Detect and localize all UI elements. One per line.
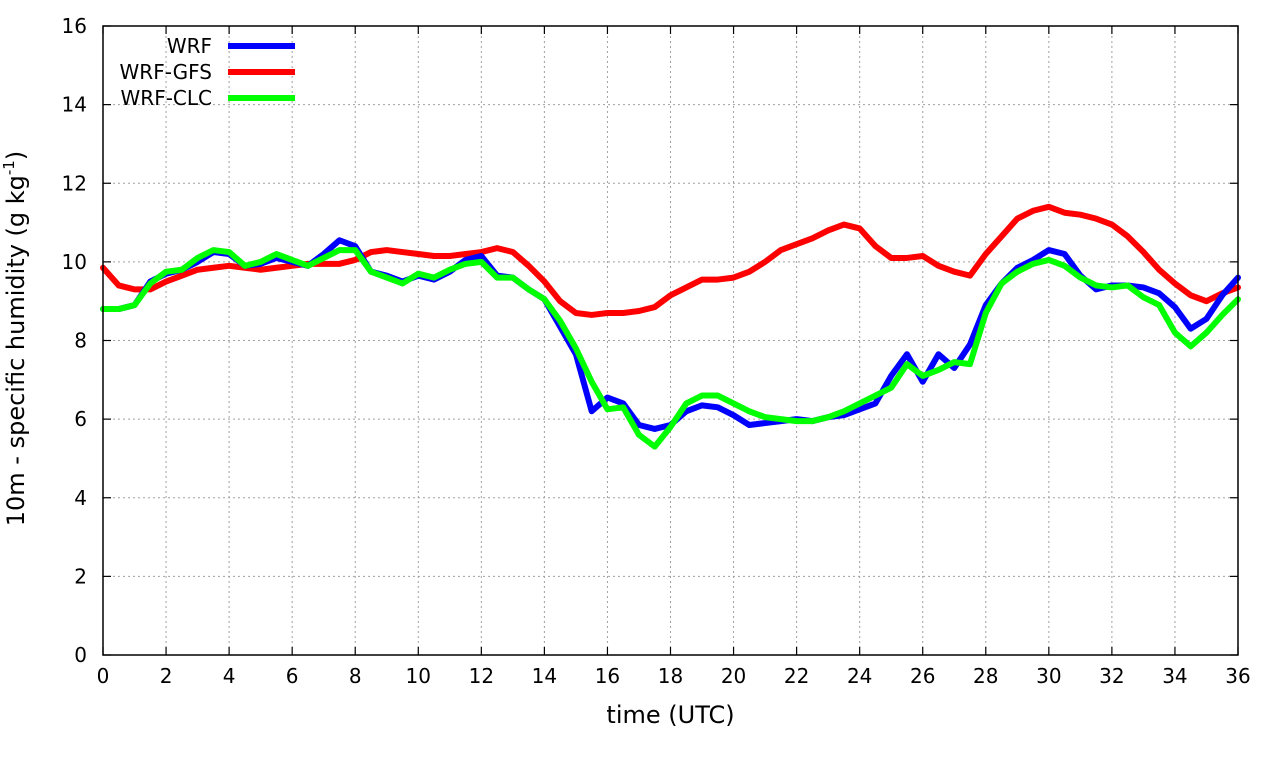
x-tick-label: 10 [406, 664, 431, 688]
legend-label-wrf-clc: WRF-CLC [121, 86, 212, 110]
y-tick-label: 4 [74, 486, 87, 510]
y-tick-label: 16 [62, 14, 87, 38]
y-tick-label: 8 [74, 329, 87, 353]
x-tick-label: 24 [847, 664, 872, 688]
x-tick-label: 32 [1099, 664, 1124, 688]
series-line-wrf-gfs [100, 203, 1241, 318]
y-axis-title-suffix: ) [2, 151, 30, 160]
y-tick-label: 6 [74, 407, 87, 431]
series-lines [100, 203, 1241, 450]
x-tick-label: 30 [1036, 664, 1061, 688]
x-tick-label: 14 [532, 664, 557, 688]
y-tick-label: 0 [74, 643, 87, 667]
y-tick-label: 10 [62, 250, 87, 274]
x-tick-label: 8 [349, 664, 362, 688]
x-tick-label: 20 [721, 664, 746, 688]
y-axis-title-superscript: -1 [0, 160, 18, 175]
x-tick-label: 26 [910, 664, 935, 688]
x-axis-title: time (UTC) [606, 701, 734, 729]
x-tick-label: 2 [160, 664, 173, 688]
x-tick-label: 16 [595, 664, 620, 688]
y-tick-label: 2 [74, 564, 87, 588]
legend-label-wrf: WRF [167, 34, 212, 58]
series-line-wrf-clc [100, 247, 1241, 450]
x-tick-label: 0 [97, 664, 110, 688]
x-tick-label: 12 [469, 664, 494, 688]
y-axis-title-main: 10m - specific humidity (g kg [2, 175, 30, 526]
x-tick-label: 4 [223, 664, 236, 688]
x-tick-label: 36 [1225, 664, 1250, 688]
x-tick-label: 18 [658, 664, 683, 688]
x-tick-label: 34 [1162, 664, 1187, 688]
y-axis-title: 10m - specific humidity (g kg-1) [0, 151, 30, 526]
y-tick-label: 12 [62, 171, 87, 195]
y-tick-label: 14 [62, 93, 87, 117]
x-tick-label: 22 [784, 664, 809, 688]
x-tick-label: 6 [286, 664, 299, 688]
axis-ticks: 0 2 4 6 8 10 12 14 16 18 20 22 24 26 28 30 32 34 360246810… [62, 14, 1251, 688]
grid-lines [103, 26, 1238, 655]
legend-label-wrf-gfs: WRF-GFS [120, 60, 212, 84]
x-tick-label: 28 [973, 664, 998, 688]
